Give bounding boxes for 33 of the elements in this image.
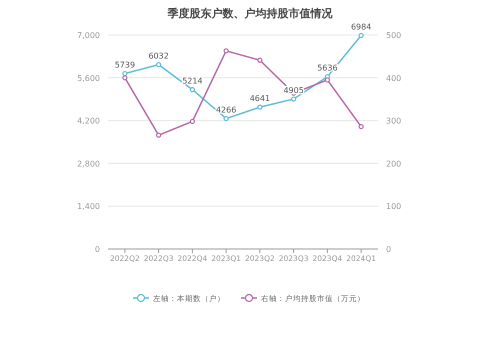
point bbox=[190, 118, 195, 124]
point bbox=[156, 62, 162, 68]
y2-tick-label: 200 bbox=[386, 159, 402, 168]
data-label: 5214 bbox=[182, 76, 203, 86]
y-tick-label: 2,800 bbox=[77, 159, 100, 168]
point bbox=[358, 124, 364, 130]
y2-tick-label: 300 bbox=[386, 116, 402, 126]
y2-tick-label: 100 bbox=[386, 202, 402, 212]
point bbox=[291, 96, 296, 102]
data-label: 4266 bbox=[216, 106, 236, 115]
y-tick-label: 5,600 bbox=[77, 74, 100, 83]
point bbox=[257, 104, 262, 110]
data-label: 4641 bbox=[250, 94, 270, 104]
data-label: 6984 bbox=[350, 22, 372, 32]
y-tick-label: 4,200 bbox=[77, 116, 100, 126]
y2-tick-label: 500 bbox=[386, 31, 402, 40]
point bbox=[190, 87, 195, 92]
point bbox=[224, 48, 229, 54]
point bbox=[358, 32, 364, 38]
point bbox=[324, 77, 330, 83]
data-label: 5739 bbox=[114, 60, 136, 70]
point bbox=[224, 116, 229, 122]
point bbox=[122, 75, 128, 80]
chart-title: 季度股东户数、户均持股市值情况 bbox=[166, 7, 334, 20]
point bbox=[156, 132, 162, 138]
point bbox=[122, 70, 128, 76]
data-label: 6032 bbox=[148, 52, 169, 61]
y2-tick-label: 0 bbox=[386, 245, 392, 254]
y-tick-label: 7,000 bbox=[77, 31, 100, 40]
y-tick-label: 0 bbox=[94, 245, 100, 254]
point bbox=[257, 58, 262, 63]
y2-tick-label: 400 bbox=[386, 74, 402, 83]
y-tick-label: 1,400 bbox=[77, 202, 100, 212]
